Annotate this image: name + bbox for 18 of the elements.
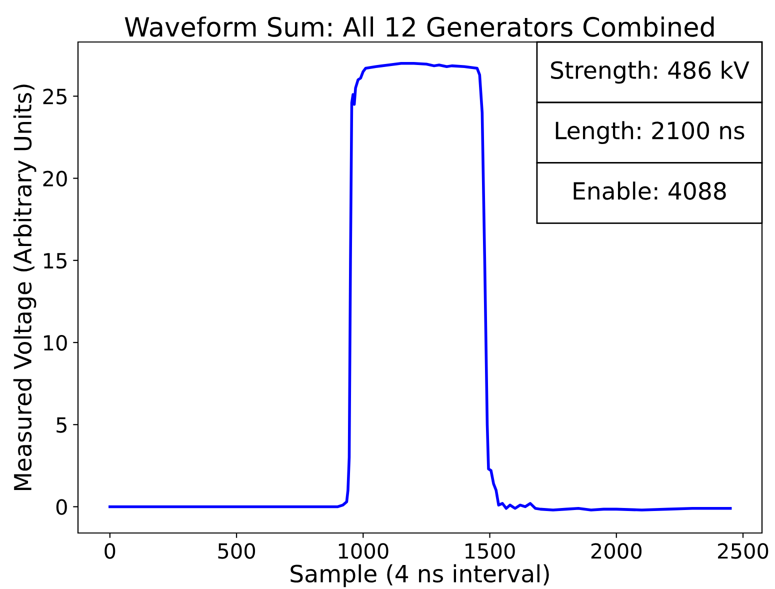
x-tick-label: 2000 bbox=[591, 543, 642, 559]
x-tick-label: 1500 bbox=[466, 543, 515, 559]
y-tick-label: 5 bbox=[56, 417, 66, 433]
x-tick-label: 1000 bbox=[338, 543, 388, 559]
y-tick-label: 10 bbox=[44, 334, 67, 351]
y-tick-label: 25 bbox=[43, 88, 66, 104]
y-tick-label: 0 bbox=[56, 499, 67, 515]
y-axis-title: Measured Voltage (Arbitrary Units) bbox=[13, 84, 36, 490]
y-tick-label: 15 bbox=[44, 253, 66, 269]
y-tick-label: 20 bbox=[43, 170, 67, 187]
x-tick-label: 2500 bbox=[718, 543, 768, 559]
x-tick-label: 500 bbox=[218, 543, 256, 559]
x-tick-label: 0 bbox=[104, 543, 116, 559]
annotation: Length: 2100 ns bbox=[556, 121, 744, 144]
annotation: Enable: 4088 bbox=[574, 182, 726, 200]
chart-title: Waveform Sum: All 12 Generators Combined bbox=[124, 16, 714, 37]
annotation: Strength: 486 kV bbox=[551, 60, 750, 84]
x-axis-title: Sample (4 ns interval) bbox=[290, 564, 549, 588]
